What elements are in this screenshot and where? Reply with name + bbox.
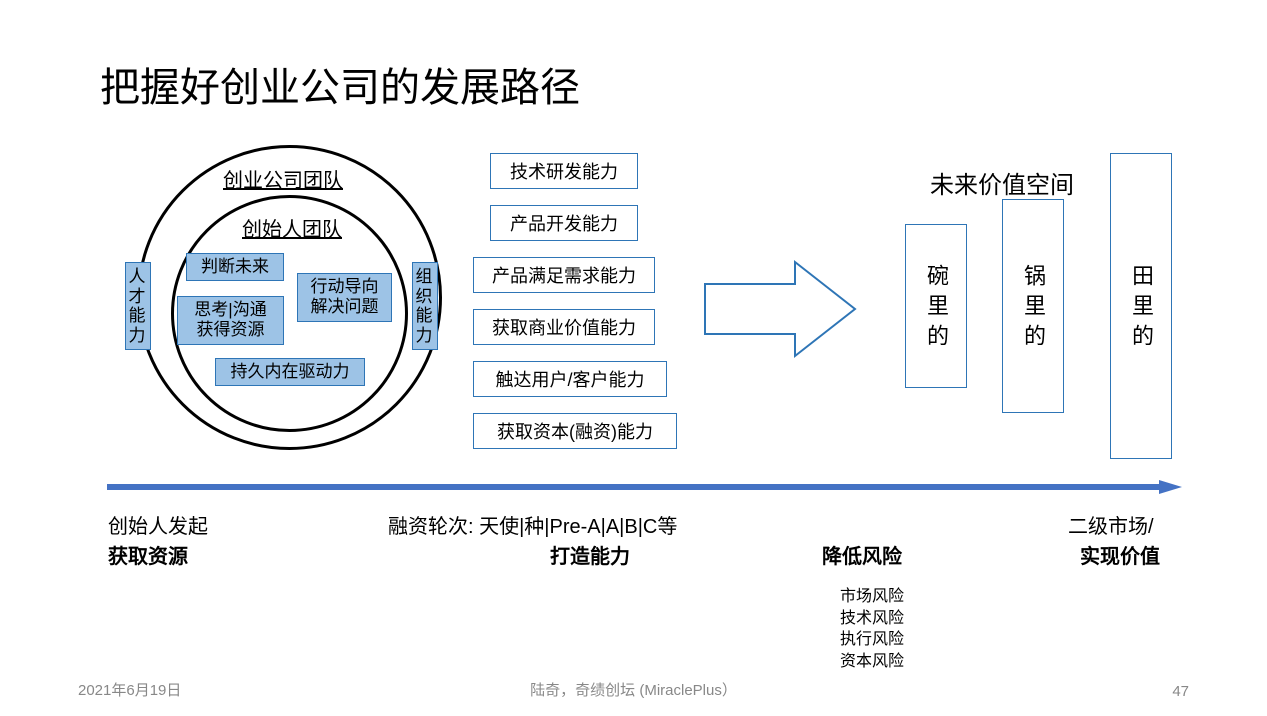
footer-date: 2021年6月19日 bbox=[78, 679, 181, 700]
founder-box-action: 行动导向 解决问题 bbox=[297, 273, 392, 322]
risk-item: 市场风险 bbox=[840, 586, 904, 608]
founder-box-think: 思考|沟通 获得资源 bbox=[177, 296, 284, 345]
risk-item: 资本风险 bbox=[840, 651, 904, 673]
risk-item: 执行风险 bbox=[840, 629, 904, 651]
timeline-founder-sub: 获取资源 bbox=[108, 540, 188, 569]
side-label-left: 人才能力 bbox=[125, 262, 151, 350]
capability-box: 获取商业价值能力 bbox=[473, 309, 655, 345]
timeline-build-capability: 打造能力 bbox=[550, 540, 630, 569]
future-box-bowl: 碗里的 bbox=[905, 224, 967, 388]
capability-box: 产品开发能力 bbox=[490, 205, 638, 241]
timeline-founder-start: 创始人发起 bbox=[108, 510, 208, 539]
timeline-realize-value: 实现价值 bbox=[1080, 540, 1160, 569]
slide-title: 把握好创业公司的发展路径 bbox=[100, 55, 580, 113]
footer-page-number: 47 bbox=[1172, 683, 1189, 700]
founder-box-drive: 持久内在驱动力 bbox=[215, 358, 365, 386]
capability-box: 获取资本(融资)能力 bbox=[473, 413, 677, 449]
future-box-pot: 锅里的 bbox=[1002, 199, 1064, 413]
founder-box-judge: 判断未来 bbox=[186, 253, 284, 281]
footer-author: 陆奇，奇绩创坛 (MiraclePlus） bbox=[530, 679, 737, 700]
capability-box: 触达用户/客户能力 bbox=[473, 361, 667, 397]
capability-box: 产品满足需求能力 bbox=[473, 257, 655, 293]
big-arrow-icon bbox=[700, 254, 860, 364]
future-box-field: 田里的 bbox=[1110, 153, 1172, 459]
timeline-secondary-market: 二级市场/ bbox=[1068, 510, 1154, 539]
timeline-reduce-risk: 降低风险 bbox=[822, 540, 902, 569]
future-value-title: 未来价值空间 bbox=[930, 165, 1074, 200]
capability-box: 技术研发能力 bbox=[490, 153, 638, 189]
timeline-funding-rounds: 融资轮次: 天使|种|Pre-A|A|B|C等 bbox=[388, 510, 677, 539]
timeline-arrow-icon bbox=[107, 480, 1182, 494]
risk-item: 技术风险 bbox=[840, 608, 904, 630]
inner-circle-label: 创始人团队 bbox=[242, 213, 342, 242]
side-label-right: 组织能力 bbox=[412, 262, 438, 350]
risk-list: 市场风险 技术风险 执行风险 资本风险 bbox=[840, 586, 904, 672]
outer-circle-label: 创业公司团队 bbox=[223, 164, 343, 193]
